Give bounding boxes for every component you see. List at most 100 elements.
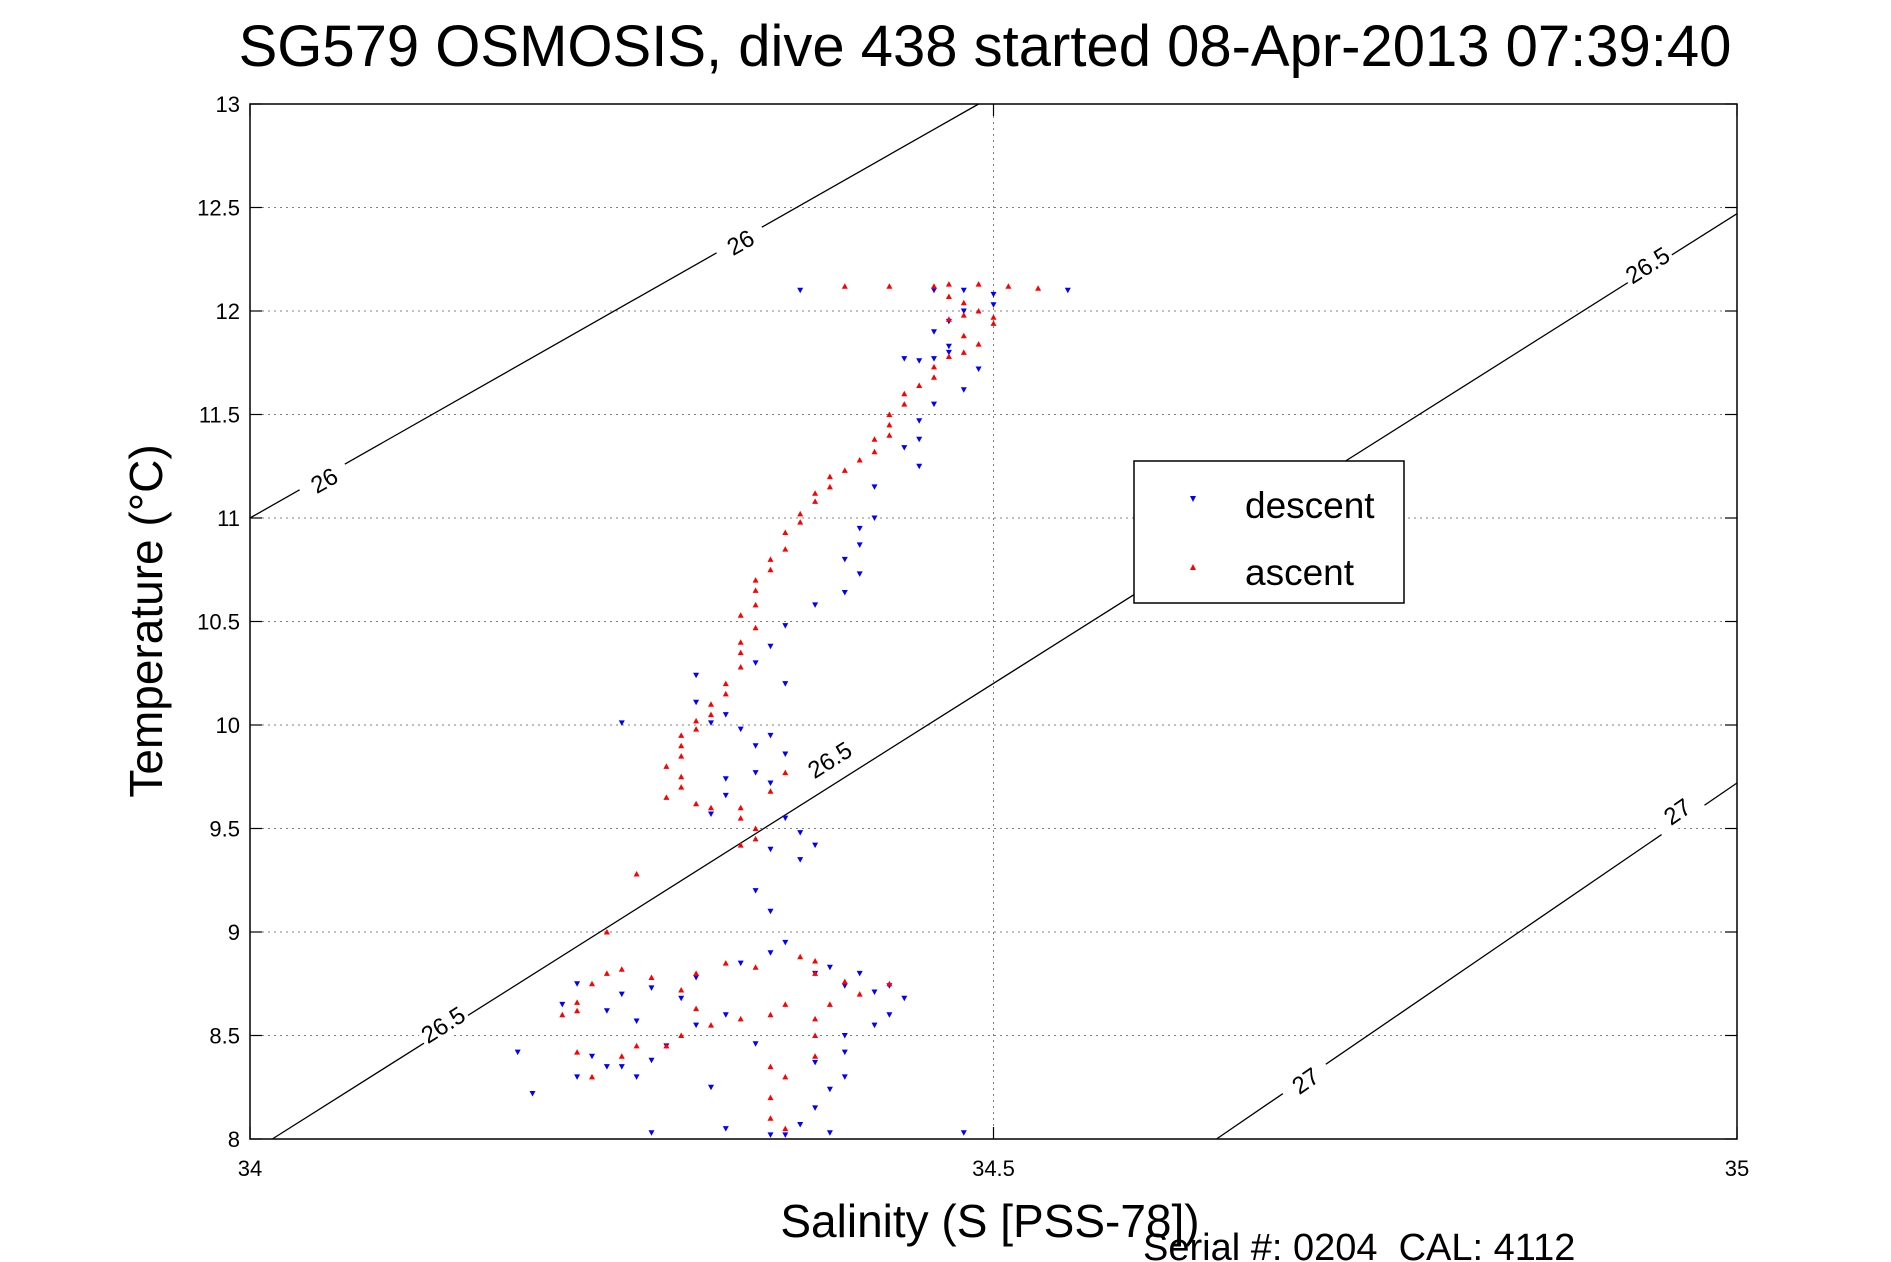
descent-point — [812, 842, 819, 849]
ascent-point — [633, 1042, 640, 1049]
descent-point — [975, 366, 982, 372]
legend: descent ascent — [1133, 460, 1405, 604]
x-axis-label: Salinity (S [PSS-78]) — [780, 1195, 1199, 1247]
ascent-point — [1005, 283, 1012, 289]
ascent-point — [737, 1015, 744, 1022]
ascent-point — [708, 711, 714, 718]
ascent-point — [767, 1011, 774, 1018]
descent-point — [618, 991, 625, 998]
descent-point — [871, 515, 878, 521]
descent-point — [722, 1012, 729, 1018]
descent-point — [678, 995, 685, 1002]
y-tick-label: 11.5 — [199, 403, 240, 428]
descent-point — [1064, 287, 1071, 294]
ascent-point — [990, 320, 997, 326]
grid — [250, 104, 1737, 1139]
descent-point — [693, 699, 700, 706]
ascent-point — [782, 1073, 789, 1080]
descent-point — [574, 1074, 581, 1080]
y-tick-label: 9.5 — [209, 817, 240, 842]
ascent-point — [722, 680, 729, 687]
ascent-point — [663, 763, 670, 769]
y-tick-label: 9 — [228, 920, 240, 945]
ascent-point — [767, 566, 774, 573]
descent-point — [841, 1033, 848, 1039]
y-tick-label: 10.5 — [197, 610, 240, 635]
ascent-point — [886, 283, 893, 289]
ascent-point — [945, 353, 952, 359]
ascent-point — [812, 490, 819, 496]
descent-point — [767, 643, 774, 650]
ascent-point — [886, 411, 893, 417]
ascent-point — [975, 308, 982, 314]
ascent-point — [856, 457, 863, 463]
ascent-point — [648, 974, 655, 980]
serial-cal-label: Serial #: 0204 CAL: 4112 — [1143, 1227, 1575, 1262]
ascent-point — [752, 587, 759, 593]
descent-point — [767, 732, 774, 739]
ascent-point — [678, 742, 685, 749]
descent-point — [841, 983, 848, 989]
ascent-point — [603, 970, 610, 976]
descent-point — [841, 1074, 848, 1080]
ascent-point — [678, 987, 685, 993]
y-tick-label: 13 — [216, 92, 240, 117]
descent-point — [722, 776, 729, 782]
descent-point — [931, 287, 937, 294]
ascent-point — [1035, 285, 1042, 291]
descent-point — [782, 1132, 789, 1138]
contour-label-background — [800, 734, 860, 786]
y-tick-label: 10 — [216, 713, 240, 738]
ascent-point — [767, 556, 774, 562]
x-tick-label: 34.5 — [972, 1156, 1015, 1181]
ascent-point — [886, 421, 893, 428]
ascent-point — [767, 788, 774, 794]
ascent-point — [826, 483, 833, 490]
ascent-point — [960, 299, 967, 306]
descent-point — [648, 1057, 655, 1064]
descent-point — [826, 964, 833, 971]
y-tick-label: 8.5 — [209, 1024, 240, 1049]
ascent-point — [782, 529, 789, 535]
descent-point — [960, 387, 967, 393]
ascent-point — [589, 1073, 595, 1080]
ascent-point — [574, 1007, 581, 1014]
descent-point — [618, 1064, 625, 1070]
descent-point — [797, 287, 804, 294]
descent-point — [603, 1008, 610, 1014]
ascent-point — [559, 1011, 566, 1018]
y-tick-label: 12 — [216, 299, 240, 324]
ascent-point — [708, 1022, 714, 1028]
descent-point — [589, 1053, 595, 1060]
ascent-point — [633, 871, 640, 877]
ascent-point — [812, 1053, 819, 1059]
ascent-point — [693, 717, 700, 724]
ascent-point — [752, 825, 759, 831]
descent-point — [633, 1074, 640, 1080]
descent-point — [752, 888, 759, 894]
ascent-point — [737, 664, 744, 670]
ascent-point — [826, 1001, 833, 1007]
ascent-point — [737, 804, 744, 811]
descent-point — [826, 1130, 833, 1136]
ascent-point — [931, 363, 937, 370]
y-tick-label: 12.5 — [197, 196, 240, 221]
descent-point — [812, 1059, 819, 1066]
ascent-point — [603, 929, 610, 935]
descent-point — [752, 743, 759, 749]
descent-point — [708, 1084, 714, 1091]
descent-point — [812, 602, 819, 608]
ascent-point — [782, 769, 789, 776]
descent-point — [916, 358, 923, 364]
descent-point — [722, 712, 729, 718]
ascent-point — [871, 436, 878, 442]
ascent-point — [752, 624, 759, 631]
descent-point — [559, 1001, 566, 1008]
descent-point — [856, 970, 863, 977]
contour-label-background — [1648, 785, 1707, 839]
ascent-point — [797, 510, 804, 517]
ascent-point — [975, 341, 982, 347]
descent-point — [797, 857, 804, 863]
descent-point — [901, 445, 908, 451]
descent-point — [916, 463, 923, 470]
